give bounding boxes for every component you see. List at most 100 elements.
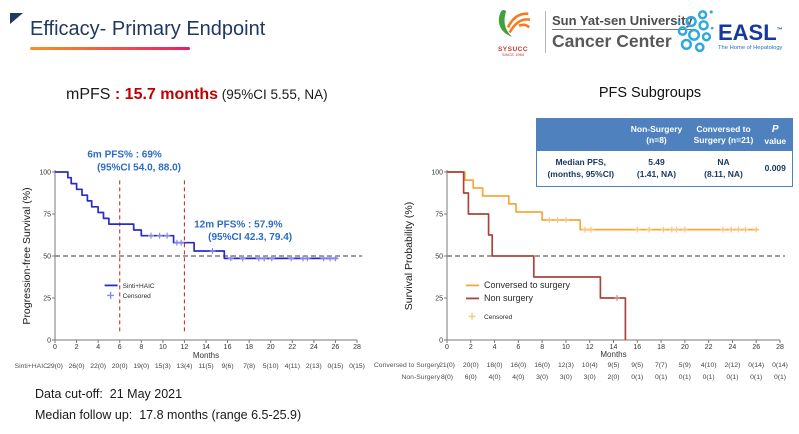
svg-text:8: 8 xyxy=(139,344,143,351)
easl-logo-text: EASL™ The Home of Hepatology xyxy=(718,22,783,55)
svg-text:4(0): 4(0) xyxy=(489,374,501,381)
svg-text:3(0): 3(0) xyxy=(560,374,572,381)
header-pvalue: P value xyxy=(758,118,793,152)
svg-text:4(0): 4(0) xyxy=(512,374,524,381)
at-risk-table: Conversed to Surgery 21(0) 20(0) 18(0) 16(0)… xyxy=(374,362,788,381)
svg-text:6: 6 xyxy=(516,344,520,351)
svg-text:75: 75 xyxy=(43,211,51,218)
slide-corner-accent xyxy=(10,13,23,24)
sysucc-university-name: Sun Yat-sen University xyxy=(552,12,693,30)
svg-text:12: 12 xyxy=(586,344,594,351)
svg-text:9(5): 9(5) xyxy=(607,362,619,369)
svg-text:25: 25 xyxy=(43,295,51,302)
header-non-surgery-line2: (n=8) xyxy=(646,135,667,146)
svg-text:10: 10 xyxy=(562,344,570,351)
sysucc-acronym: SYSUCC xyxy=(497,46,529,53)
svg-text:Censored: Censored xyxy=(123,293,152,300)
svg-text:4(11): 4(11) xyxy=(285,363,300,370)
header-non-surgery-line1: Non-Surgery xyxy=(630,123,683,134)
svg-text:5(9): 5(9) xyxy=(679,362,691,369)
svg-text:18: 18 xyxy=(245,344,253,351)
svg-text:20(0): 20(0) xyxy=(112,363,128,370)
svg-text:0: 0 xyxy=(445,344,449,351)
sysucc-logo-icon-block: SYSUCC SINCE 1964 xyxy=(487,7,539,58)
svg-text:0(14): 0(14) xyxy=(772,362,788,369)
svg-text:29(0): 29(0) xyxy=(47,363,63,370)
svg-text:21(0): 21(0) xyxy=(439,362,455,369)
svg-text:6m PFS% : 69%: 6m PFS% : 69% xyxy=(87,150,162,161)
svg-text:0(15): 0(15) xyxy=(349,363,365,370)
pfs-subgroups-title: PFS Subgroups xyxy=(598,85,702,101)
sysucc-center-name: Cancer Center xyxy=(552,30,672,51)
svg-text:12m PFS% : 57.9%: 12m PFS% : 57.9% xyxy=(194,219,282,230)
svg-text:(95%CI 42.3, 79.4): (95%CI 42.3, 79.4) xyxy=(208,232,292,243)
svg-text:0(1): 0(1) xyxy=(703,374,715,381)
svg-text:4(10): 4(10) xyxy=(701,362,717,369)
svg-text:6(0): 6(0) xyxy=(465,374,477,381)
svg-text:22: 22 xyxy=(705,344,713,351)
svg-text:9(6): 9(6) xyxy=(222,363,234,370)
svg-text:7(7): 7(7) xyxy=(655,362,667,369)
svg-text:Survival Probability (%): Survival Probability (%) xyxy=(403,202,415,311)
svg-text:75: 75 xyxy=(435,211,443,218)
non-surgery-ci: (1.41, NA) xyxy=(636,168,677,179)
svg-text:Non surgery: Non surgery xyxy=(484,293,534,303)
slide-title: Efficacy- Primary Endpoint xyxy=(30,18,266,40)
svg-text:15(3): 15(3) xyxy=(155,363,171,370)
svg-text:22(0): 22(0) xyxy=(90,363,106,370)
reference-lines xyxy=(55,180,362,332)
svg-text:2(13): 2(13) xyxy=(306,363,322,370)
svg-text:Sinti+HAIC: Sinti+HAIC xyxy=(123,283,155,290)
mpfs-ci: (95%CI 5.55, NA) xyxy=(218,87,328,102)
svg-text:10(4): 10(4) xyxy=(582,362,598,369)
non-surgery-value-cell: 5.49 (1.41, NA) xyxy=(624,151,689,187)
svg-text:16(0): 16(0) xyxy=(510,362,526,369)
svg-text:7(8): 7(8) xyxy=(243,363,255,370)
svg-text:9(5): 9(5) xyxy=(631,362,643,369)
svg-text:0(1): 0(1) xyxy=(726,374,738,381)
header-value: value xyxy=(764,136,787,146)
header-conversed-line1: Conversed to xyxy=(696,123,751,134)
svg-text:26(0): 26(0) xyxy=(69,363,85,370)
svg-text:16: 16 xyxy=(224,344,232,351)
non-surgery-median: 5.49 xyxy=(648,157,665,168)
svg-text:22: 22 xyxy=(288,344,296,351)
svg-text:0(1): 0(1) xyxy=(750,374,762,381)
svg-text:14: 14 xyxy=(610,344,618,351)
svg-text:18: 18 xyxy=(657,344,665,351)
sysucc-logo: SYSUCC SINCE 1964 Sun Yat-sen University… xyxy=(487,7,693,58)
mpfs-label: mPFS xyxy=(66,86,115,103)
svg-text:4: 4 xyxy=(96,344,100,351)
row-label-line2: (months, 95%CI) xyxy=(547,168,615,179)
sysucc-logo-text: Sun Yat-sen University Cancer Center xyxy=(552,13,693,52)
mpfs-headline: mPFS : 15.7 months (95%CI 5.55, NA) xyxy=(66,86,328,104)
pfs-subgroups-table: Non-Surgery (n=8) Conversed to Surgery (… xyxy=(536,118,793,187)
svg-text:24: 24 xyxy=(729,344,737,351)
header-p: P xyxy=(771,124,779,135)
svg-text:5(10): 5(10) xyxy=(263,363,279,370)
row-label-cell: Median PFS, (months, 95%CI) xyxy=(536,151,625,187)
row-label-line1: Median PFS, xyxy=(555,157,607,168)
svg-text:0(1): 0(1) xyxy=(631,374,643,381)
svg-text:28: 28 xyxy=(776,344,784,351)
conversed-value-cell: NA (8.11, NA) xyxy=(688,151,759,187)
svg-text:Months: Months xyxy=(193,351,219,360)
svg-text:100: 100 xyxy=(431,169,443,176)
annotations: 6m PFS% : 69%(95%CI 54.0, 88.0) 12m PFS% … xyxy=(87,150,292,243)
svg-text:0(1): 0(1) xyxy=(679,374,691,381)
svg-text:3(0): 3(0) xyxy=(584,374,596,381)
svg-text:2: 2 xyxy=(469,344,473,351)
svg-text:16: 16 xyxy=(633,344,641,351)
svg-text:3(0): 3(0) xyxy=(536,374,548,381)
easl-trademark: ™ xyxy=(776,27,783,34)
sysucc-leaf-icon xyxy=(498,9,531,37)
svg-text:10: 10 xyxy=(159,344,167,351)
conversed-ci: (8.11, NA) xyxy=(704,168,743,179)
svg-text:11(5): 11(5) xyxy=(198,363,213,370)
svg-text:Progression-free Survival (%): Progression-free Survival (%) xyxy=(21,187,33,324)
svg-text:0: 0 xyxy=(439,337,443,344)
easl-tagline: The Home of Hepatology xyxy=(718,45,783,51)
